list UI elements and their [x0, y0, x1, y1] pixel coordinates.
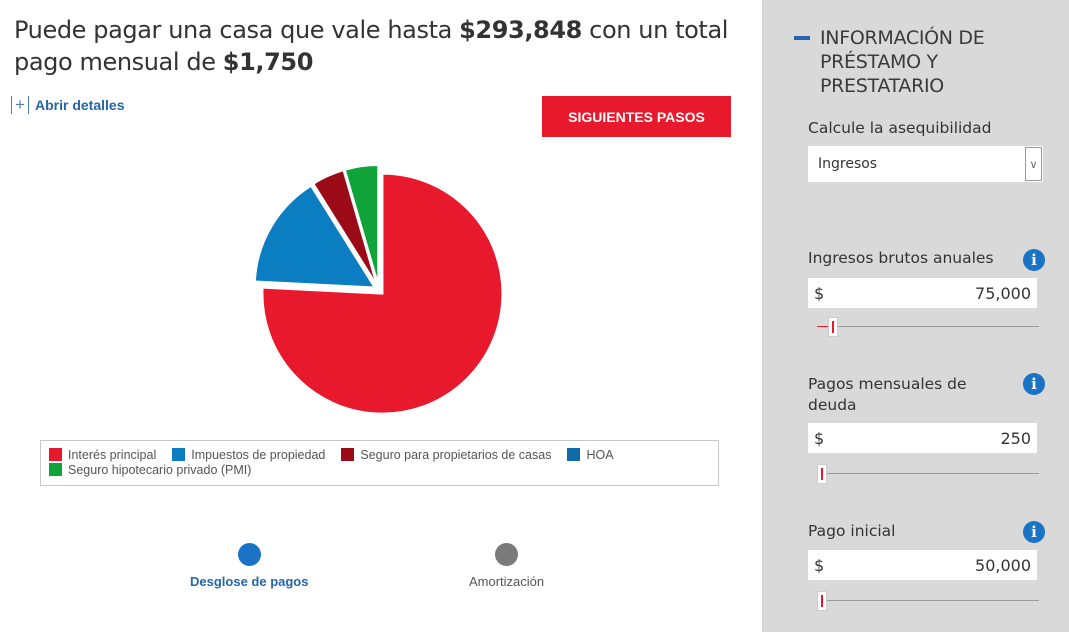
headline-monthly: $1,750 — [222, 48, 314, 76]
currency-symbol: $ — [814, 428, 825, 448]
plus-icon: + — [11, 96, 29, 114]
open-details-toggle[interactable]: + Abrir detalles — [11, 96, 124, 114]
currency-symbol: $ — [814, 283, 825, 303]
chart-view-nav: Desglose de pagos Amortización — [0, 543, 760, 603]
pie-slice-impuestos-de-propiedad — [253, 184, 377, 289]
pie-slice-inter-s-principal — [261, 172, 504, 415]
pie-slice-seguro-hipotecario-privado-pmi — [343, 164, 380, 286]
pie-chart-svg — [253, 164, 504, 415]
legend-item-property-tax: Impuestos de propiedad — [172, 448, 325, 462]
monthly-debt-slider[interactable] — [817, 464, 1039, 484]
amortization-label: Amortización — [469, 574, 545, 589]
slider-thumb[interactable] — [828, 317, 838, 337]
sidebar-header: INFORMACIÓN DE PRÉSTAMO Y PRESTATARIO — [794, 26, 1040, 98]
legend-label: Seguro para propietarios de casas — [360, 447, 552, 462]
headline-prefix: Puede pagar una casa que vale hasta — [14, 16, 460, 44]
monthly-debt-value: 250 — [1000, 428, 1031, 448]
legend-swatch — [172, 448, 186, 461]
legend-swatch — [341, 448, 355, 461]
currency-symbol: $ — [814, 555, 825, 575]
monthly-debt-input[interactable]: $ 250 — [808, 423, 1037, 453]
payment-breakdown-chart — [0, 140, 760, 430]
affordability-label: Calcule la asequibilidad — [808, 119, 992, 137]
slider-thumb[interactable] — [817, 464, 827, 484]
next-steps-button[interactable]: SIGUIENTES PASOS — [542, 96, 731, 137]
payment-breakdown-tab[interactable]: Desglose de pagos — [190, 543, 308, 589]
legend-label: Interés principal — [68, 447, 157, 462]
legend-row-1: Interés principal Impuestos de propiedad… — [49, 447, 710, 462]
annual-income-label: Ingresos brutos anuales — [808, 249, 994, 267]
affordability-select-value: Ingresos — [818, 156, 878, 172]
down-payment-slider[interactable] — [817, 591, 1039, 611]
amortization-tab[interactable]: Amortización — [469, 543, 544, 589]
slider-track — [817, 600, 1039, 601]
legend-row-2: Seguro hipotecario privado (PMI) — [49, 462, 710, 477]
legend-label: HOA — [586, 447, 614, 462]
info-icon[interactable]: i — [1023, 249, 1045, 271]
slider-track — [817, 473, 1039, 474]
active-dot-icon — [237, 543, 261, 566]
slider-track — [817, 326, 1039, 327]
slider-thumb[interactable] — [817, 591, 827, 611]
chevron-down-icon: ∨ — [1025, 147, 1042, 181]
legend-item-pmi: Seguro hipotecario privado (PMI) — [49, 463, 251, 477]
down-payment-label: Pago inicial — [808, 522, 896, 540]
affordability-headline: Puede pagar una casa que vale hasta $293… — [14, 14, 734, 78]
slider-track-fill — [817, 326, 828, 327]
info-icon[interactable]: i — [1023, 521, 1045, 543]
monthly-debt-label: Pagos mensuales de deuda — [808, 375, 967, 414]
headline-middle: con un total pago mensual de — [14, 16, 729, 76]
affordability-select[interactable]: Ingresos ∨ — [808, 146, 1043, 182]
open-details-label: Abrir detalles — [35, 97, 125, 113]
chart-legend: Interés principal Impuestos de propiedad… — [40, 440, 719, 486]
pie-slice-seguro-para-propietarios-de-casas — [311, 168, 378, 286]
down-payment-input[interactable]: $ 50,000 — [808, 550, 1037, 580]
annual-income-input[interactable]: $ 75,000 — [808, 278, 1037, 308]
headline-price: $293,848 — [459, 16, 582, 44]
collapse-minus-icon[interactable] — [794, 36, 810, 40]
legend-label: Seguro hipotecario privado (PMI) — [68, 462, 252, 477]
legend-item-hoa: HOA — [567, 447, 614, 462]
inactive-dot-icon — [495, 543, 519, 566]
loan-borrower-sidebar: INFORMACIÓN DE PRÉSTAMO Y PRESTATARIO Ca… — [762, 0, 1069, 632]
info-icon[interactable]: i — [1023, 373, 1045, 395]
legend-swatch — [567, 448, 581, 461]
annual-income-slider[interactable] — [817, 317, 1039, 337]
legend-label: Impuestos de propiedad — [191, 447, 326, 462]
annual-income-value: 75,000 — [975, 283, 1031, 303]
down-payment-value: 50,000 — [975, 555, 1031, 575]
sidebar-title: INFORMACIÓN DE PRÉSTAMO Y PRESTATARIO — [820, 27, 985, 97]
legend-swatch — [49, 463, 62, 476]
legend-item-principal-interest: Interés principal — [49, 448, 156, 462]
legend-swatch — [49, 448, 62, 461]
payment-breakdown-label: Desglose de pagos — [190, 574, 309, 589]
legend-item-homeowners-insurance: Seguro para propietarios de casas — [341, 448, 551, 462]
